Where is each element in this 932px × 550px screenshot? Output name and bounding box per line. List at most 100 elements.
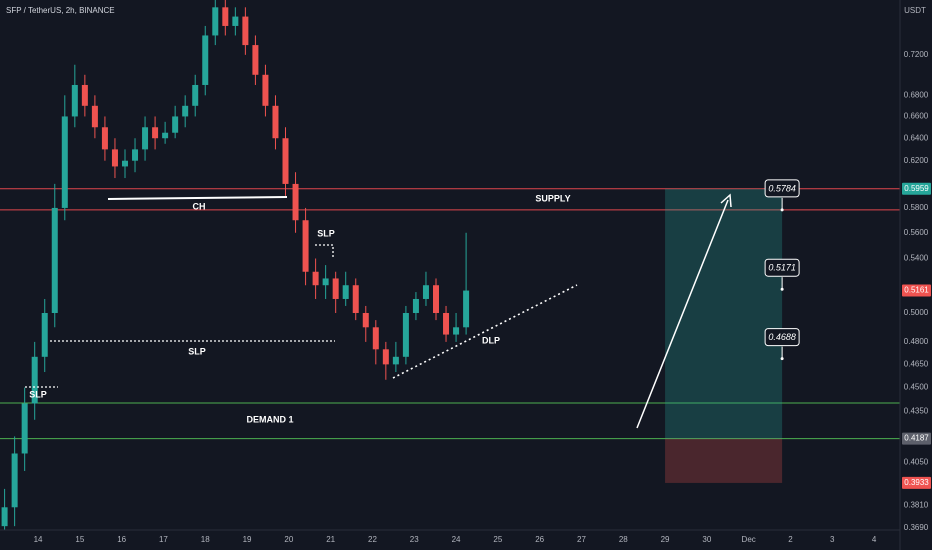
candle-body [212, 7, 219, 36]
y-tick-label: 0.3690 [904, 523, 929, 532]
candle-body [282, 138, 289, 184]
candle-body [312, 271, 319, 286]
y-tick-label: 0.4800 [904, 337, 929, 346]
candle-body [372, 327, 379, 350]
dlp-trendline [392, 284, 578, 379]
x-tick-label: 20 [284, 535, 293, 544]
candle-body [182, 105, 189, 117]
annotation: SLP [29, 389, 47, 399]
annotation-labels: CH SLP SLP SLP DLP [29, 201, 500, 399]
candle-body [71, 84, 78, 117]
loss-zone [665, 438, 783, 483]
price-tag [902, 284, 931, 297]
price-tag-label: 0.5161 [904, 286, 929, 295]
candle-body [272, 105, 279, 139]
x-tick-label: 25 [493, 535, 502, 544]
candle-body [292, 183, 299, 221]
x-tick-label: 28 [619, 535, 628, 544]
annotation: SLP [317, 228, 335, 238]
y-tick-label: 0.5800 [904, 203, 929, 212]
candle-body [1, 507, 8, 527]
candle-body [121, 160, 128, 167]
x-tick-label: 26 [535, 535, 544, 544]
y-tick-label: 0.3810 [904, 501, 929, 510]
candle-body [41, 312, 48, 357]
candle-body [11, 453, 18, 508]
candle-body [172, 116, 179, 133]
drawings: 0.5784 0.5171 0.4688 [25, 179, 800, 429]
candle-body [362, 312, 369, 328]
x-tick-label: 24 [452, 535, 461, 544]
x-tick-label: 3 [830, 535, 835, 544]
x-tick-label: 16 [117, 535, 126, 544]
y-tick-label: 0.4650 [904, 359, 929, 368]
candle-body [392, 356, 399, 365]
x-tick-label: 22 [368, 535, 377, 544]
levels: SUPPLY DEMAND 1 [0, 188, 900, 483]
x-tick-label: 15 [75, 535, 84, 544]
candle-body [21, 403, 28, 454]
candle-body [443, 312, 450, 335]
candle-body [81, 84, 88, 106]
candle-body [192, 84, 199, 106]
x-tick-label: 4 [872, 535, 877, 544]
candle-body [453, 327, 460, 335]
candle-body [463, 290, 470, 328]
price-tag [902, 476, 931, 489]
x-tick-label: 2 [788, 535, 793, 544]
candle-body [412, 298, 419, 313]
y-tick-label: 0.6400 [904, 133, 929, 142]
y-tick-label: 0.6200 [904, 156, 929, 165]
price-axis [900, 0, 932, 550]
x-tick-label: 14 [34, 535, 43, 544]
level-label: SUPPLY [535, 194, 570, 204]
ch-line [107, 196, 288, 200]
candle-body [91, 105, 98, 128]
y-tick-label: 0.5600 [904, 228, 929, 237]
candle-body [202, 35, 209, 85]
price-tag [902, 182, 931, 195]
price-tag [902, 432, 931, 445]
candle-body [242, 16, 249, 46]
y-tick-label: 0.4350 [904, 407, 929, 416]
target-label: 0.4688 [768, 332, 796, 342]
candle-body [252, 45, 259, 75]
candle-body [101, 127, 108, 150]
arrow-head [720, 193, 732, 208]
target-label: 0.5784 [768, 183, 796, 193]
chart-title: SFP / TetherUS, 2h, BINANCE [6, 6, 115, 15]
candle-body [232, 16, 239, 26]
axes: 0.7200 0.6800 0.6600 0.6400 0.6200 0.5800 0.56… [34, 50, 931, 544]
candle-body [31, 356, 38, 404]
arrow [636, 199, 729, 429]
x-tick-label: 17 [159, 535, 168, 544]
x-tick-label: 29 [661, 535, 670, 544]
y-tick-label: 0.4500 [904, 383, 929, 392]
target-box [764, 328, 800, 347]
candle-body [111, 149, 118, 167]
y-tick-label: 0.5000 [904, 308, 929, 317]
candle-body [142, 127, 149, 150]
price-tag-label: 0.5959 [904, 184, 929, 193]
candle-body [332, 278, 339, 299]
target-point [780, 208, 784, 212]
annotation: CH [193, 201, 206, 211]
axis-unit: USDT [904, 6, 926, 15]
candle-body [342, 285, 349, 299]
candle-body [262, 74, 269, 106]
y-tick-label: 0.4050 [904, 457, 929, 466]
target-box [764, 179, 800, 198]
candle-body [51, 207, 58, 313]
candle-body [61, 116, 68, 208]
y-tick-label: 0.7200 [904, 50, 929, 59]
x-tick-label: 27 [577, 535, 586, 544]
profit-zone [665, 188, 783, 439]
annotation: SLP [188, 346, 206, 356]
x-tick-label: 30 [702, 535, 711, 544]
candles [1, 0, 470, 530]
x-tick-label: 21 [326, 535, 335, 544]
price-tag-label: 0.3933 [904, 478, 929, 487]
price-tag-label: 0.4187 [904, 434, 929, 443]
slp-line [315, 244, 334, 258]
